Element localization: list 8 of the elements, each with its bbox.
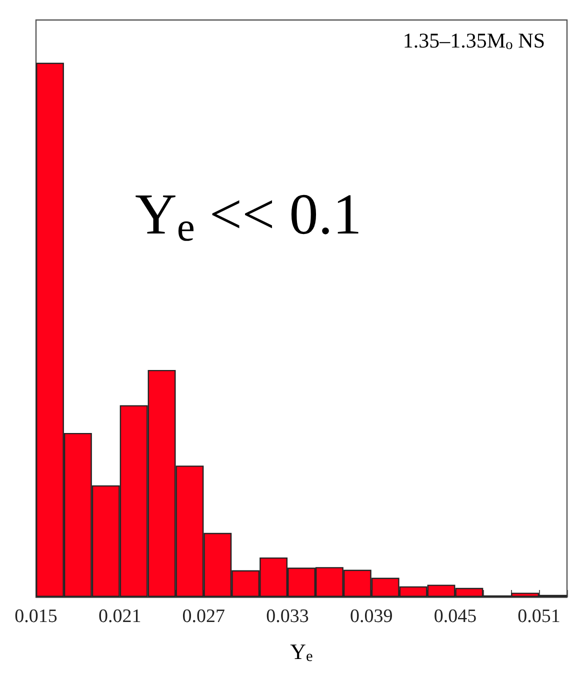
x-tick-label: 0.021 (98, 606, 142, 627)
x-tick-label: 0.027 (182, 606, 226, 627)
x-tick-label: 0.051 (518, 606, 560, 627)
text: 1.35–1.35Mo NS (402, 28, 546, 54)
x-tick-label: 0.015 (14, 606, 58, 627)
x-tick-label: 0.039 (350, 606, 393, 627)
x-tick-label: 0.033 (266, 606, 309, 627)
x-tick-label: 0.045 (434, 606, 477, 627)
